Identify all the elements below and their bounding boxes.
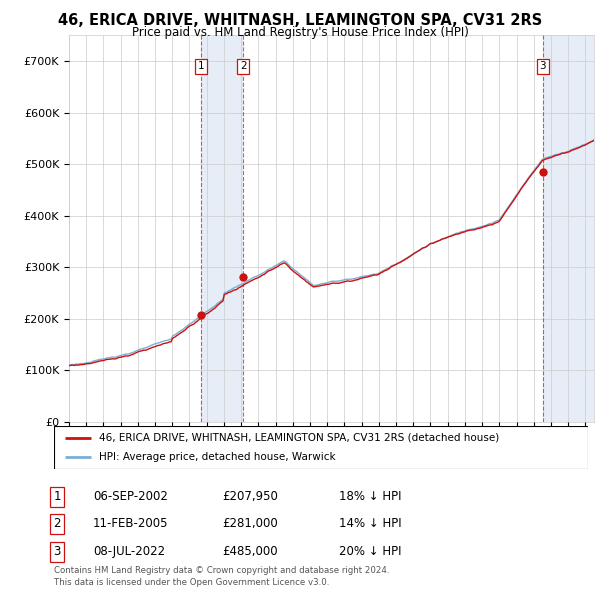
Text: 3: 3 xyxy=(53,545,61,558)
Text: 1: 1 xyxy=(198,61,205,71)
Text: 08-JUL-2022: 08-JUL-2022 xyxy=(93,545,165,558)
Text: 46, ERICA DRIVE, WHITNASH, LEAMINGTON SPA, CV31 2RS: 46, ERICA DRIVE, WHITNASH, LEAMINGTON SP… xyxy=(58,13,542,28)
Text: 46, ERICA DRIVE, WHITNASH, LEAMINGTON SPA, CV31 2RS (detached house): 46, ERICA DRIVE, WHITNASH, LEAMINGTON SP… xyxy=(100,432,500,442)
Bar xyxy=(201,35,243,422)
Text: 2: 2 xyxy=(53,517,61,530)
Text: 11-FEB-2005: 11-FEB-2005 xyxy=(93,517,169,530)
Text: £485,000: £485,000 xyxy=(222,545,278,558)
Text: Price paid vs. HM Land Registry's House Price Index (HPI): Price paid vs. HM Land Registry's House … xyxy=(131,26,469,39)
Text: 2: 2 xyxy=(240,61,247,71)
Bar xyxy=(543,35,594,422)
Text: 20% ↓ HPI: 20% ↓ HPI xyxy=(339,545,401,558)
Text: 18% ↓ HPI: 18% ↓ HPI xyxy=(339,490,401,503)
Text: 1: 1 xyxy=(53,490,61,503)
Text: £207,950: £207,950 xyxy=(222,490,278,503)
Text: 14% ↓ HPI: 14% ↓ HPI xyxy=(339,517,401,530)
Text: £281,000: £281,000 xyxy=(222,517,278,530)
Text: HPI: Average price, detached house, Warwick: HPI: Average price, detached house, Warw… xyxy=(100,453,336,463)
Text: Contains HM Land Registry data © Crown copyright and database right 2024.
This d: Contains HM Land Registry data © Crown c… xyxy=(54,566,389,587)
Text: 3: 3 xyxy=(539,61,546,71)
Text: 06-SEP-2002: 06-SEP-2002 xyxy=(93,490,168,503)
